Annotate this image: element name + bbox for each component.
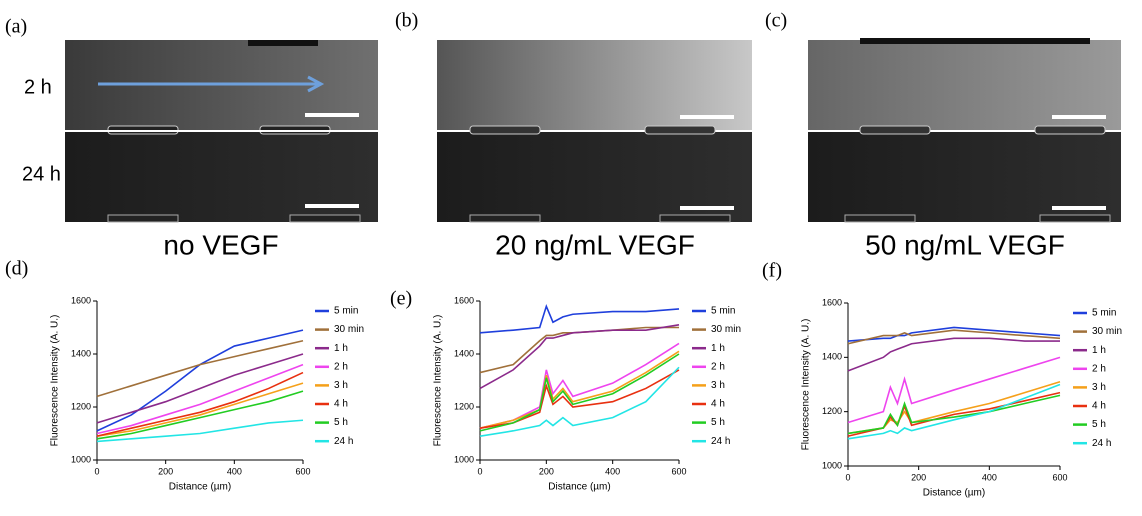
legend-label: 4 h [711, 399, 725, 410]
legend-label: 3 h [334, 380, 348, 391]
image-a [65, 40, 378, 223]
panel-label: (d) [5, 258, 28, 280]
legend-label: 2 h [711, 361, 725, 372]
y-tick-label: 1400 [454, 348, 474, 358]
y-tick-label: 1400 [822, 352, 842, 362]
x-tick-label: 600 [1052, 472, 1067, 482]
panel-label: (a) [5, 16, 27, 38]
legend-label: 5 h [334, 417, 348, 428]
panel-label: (b) [395, 10, 418, 32]
image-b [437, 40, 752, 223]
legend-label: 30 min [1092, 326, 1122, 337]
legend-label: 24 h [1092, 438, 1111, 449]
series-line [847, 356, 1061, 424]
series-line [847, 337, 1060, 372]
legend-label: 5 min [1092, 308, 1116, 319]
legend-label: 1 h [334, 343, 348, 354]
panel-caption: no VEGF [163, 229, 278, 260]
legend-label: 5 min [334, 306, 358, 317]
x-axis-label: Distance (µm) [923, 488, 985, 499]
legend-label: 24 h [334, 436, 353, 447]
series-line [96, 382, 304, 437]
series-line [479, 342, 680, 429]
series-line [847, 329, 1061, 345]
series-line [96, 353, 304, 424]
series-line [96, 371, 304, 437]
panel-caption: 50 ng/mL VEGF [865, 229, 1065, 260]
legend-label: 5 h [1092, 419, 1106, 430]
y-tick-label: 1000 [454, 454, 474, 464]
legend-label: 3 h [711, 380, 725, 391]
y-tick-label: 1600 [822, 297, 842, 307]
series-line [479, 369, 680, 429]
series-line [847, 394, 1061, 435]
legend-label: 1 h [711, 343, 725, 354]
panel-label: (e) [390, 288, 412, 310]
series-line [96, 363, 304, 435]
series-line [847, 383, 1061, 440]
panel-label: (f) [762, 260, 782, 282]
series-line [96, 339, 304, 398]
x-tick-label: 400 [605, 466, 620, 476]
x-tick-label: 400 [982, 472, 997, 482]
x-tick-label: 600 [295, 466, 310, 476]
series-line [479, 303, 680, 334]
image-c [808, 38, 1121, 223]
x-tick-label: 400 [227, 466, 242, 476]
x-tick-label: 0 [477, 466, 482, 476]
y-axis-label: Fluorescence Intensity (A. U.) [50, 315, 61, 447]
legend-label: 3 h [1092, 382, 1106, 393]
y-tick-label: 1200 [454, 401, 474, 411]
x-axis-label: Distance (µm) [548, 482, 610, 493]
row-label: 2 h [24, 76, 52, 98]
y-tick-label: 1400 [71, 348, 91, 358]
series-line [96, 419, 304, 443]
y-tick-label: 1200 [822, 406, 842, 416]
legend-label: 30 min [334, 324, 364, 335]
series-line [96, 390, 304, 440]
series-line [479, 366, 680, 437]
y-tick-label: 1600 [454, 295, 474, 305]
y-axis-label: Fluorescence Intensity (A. U.) [801, 319, 812, 451]
y-tick-label: 1000 [822, 460, 842, 470]
series-line [479, 324, 680, 390]
x-tick-label: 200 [158, 466, 173, 476]
x-tick-label: 0 [845, 472, 850, 482]
legend-label: 1 h [1092, 345, 1106, 356]
y-axis-label: Fluorescence Intensity (A. U.) [433, 315, 444, 447]
series-line [479, 353, 680, 432]
legend-label: 5 min [711, 306, 735, 317]
legend-label: 4 h [334, 399, 348, 410]
legend-label: 5 h [711, 417, 725, 428]
x-axis-label: Distance (µm) [169, 482, 231, 493]
y-tick-label: 1000 [71, 454, 91, 464]
x-tick-label: 200 [911, 472, 926, 482]
panel-label: (c) [765, 10, 787, 32]
x-tick-label: 600 [671, 466, 686, 476]
legend-label: 30 min [711, 324, 741, 335]
legend-label: 4 h [1092, 401, 1106, 412]
series-line [479, 350, 680, 429]
y-tick-label: 1200 [71, 401, 91, 411]
series-line [479, 326, 679, 374]
legend-label: 2 h [1092, 363, 1106, 374]
x-tick-label: 0 [94, 466, 99, 476]
legend-label: 24 h [711, 436, 730, 447]
panel-caption: 20 ng/mL VEGF [495, 229, 695, 260]
x-tick-label: 200 [539, 466, 554, 476]
y-tick-label: 1600 [71, 295, 91, 305]
legend-label: 2 h [334, 361, 348, 372]
series-line [847, 391, 1061, 437]
row-label: 24 h [22, 163, 61, 185]
